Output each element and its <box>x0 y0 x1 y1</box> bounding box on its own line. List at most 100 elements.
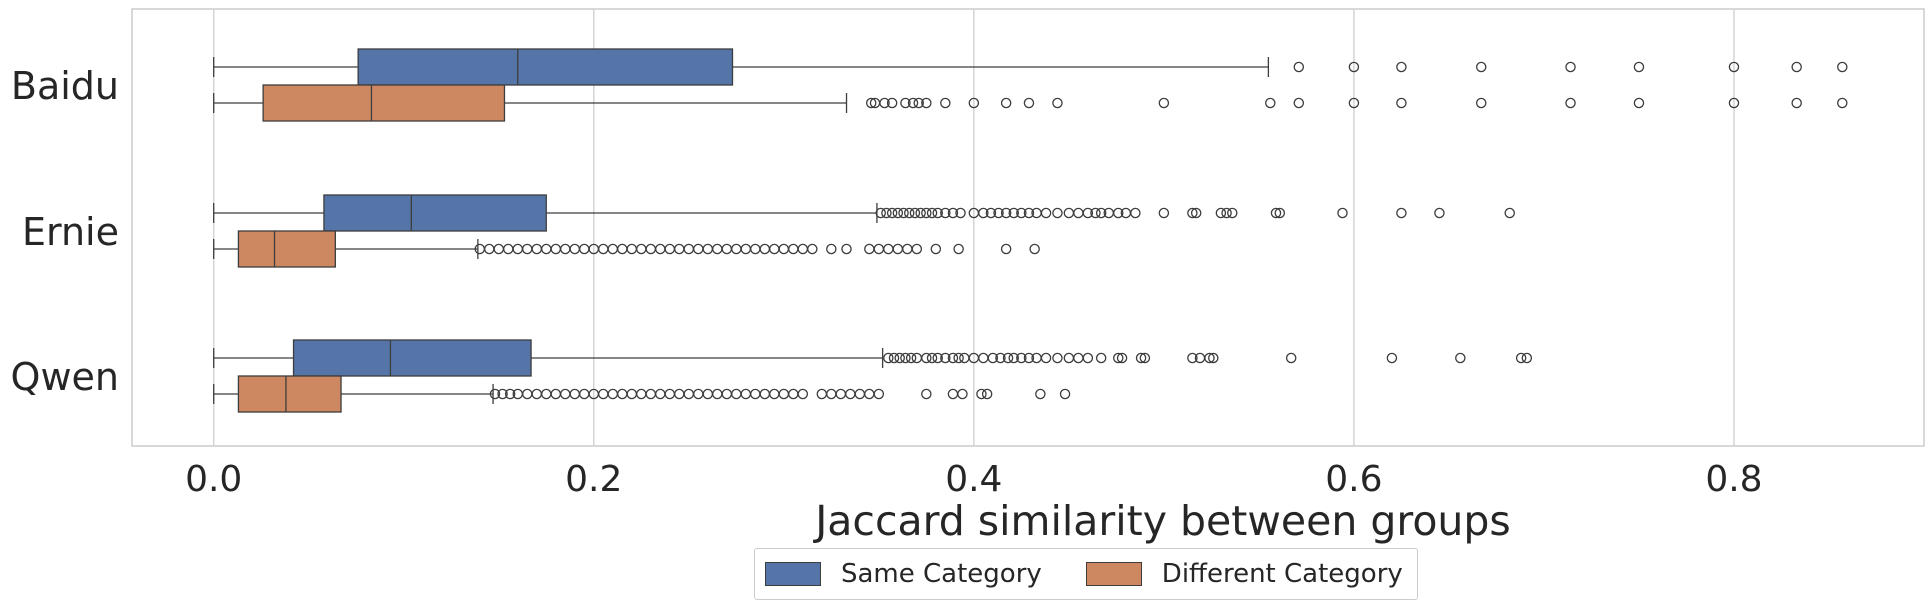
flier-ernie-same-category-19 <box>1008 207 1019 219</box>
flier-baidu-different-category-20 <box>1633 97 1645 109</box>
flier-qwen-same-category-18 <box>1008 352 1019 364</box>
x-tick-label-4: 0.8 <box>1705 459 1762 500</box>
flier-ernie-same-category-31 <box>1113 207 1124 219</box>
flier-baidu-different-category-3 <box>886 97 898 109</box>
flier-qwen-different-category-0 <box>489 388 501 400</box>
flier-qwen-same-category-2 <box>894 352 905 364</box>
box-baidu-same-category <box>357 48 734 86</box>
flier-qwen-different-category-47 <box>1059 388 1071 400</box>
flier-qwen-different-category-41 <box>921 388 932 400</box>
x-axis-label: Jaccard similarity between groups <box>812 497 1511 545</box>
flier-baidu-same-category-0 <box>1293 61 1305 73</box>
flier-ernie-same-category-34 <box>1158 207 1170 219</box>
flier-baidu-same-category-4 <box>1565 61 1576 73</box>
legend-swatch-different-category <box>1085 562 1142 586</box>
flier-baidu-different-category-16 <box>1348 97 1360 109</box>
flier-qwen-same-category-22 <box>1040 352 1052 364</box>
flier-baidu-different-category-0 <box>865 97 877 109</box>
flier-baidu-different-category-2 <box>879 97 890 109</box>
flier-baidu-same-category-3 <box>1475 61 1487 73</box>
legend-item-same-category: Same Category <box>765 559 1042 589</box>
flier-ernie-same-category-43 <box>1396 207 1407 219</box>
flier-qwen-same-category-30 <box>1135 352 1147 364</box>
flier-qwen-same-category-23 <box>1052 352 1063 364</box>
flier-ernie-same-category-8 <box>921 207 932 219</box>
flier-qwen-same-category-6 <box>921 352 932 364</box>
flier-ernie-same-category-39 <box>1227 207 1238 219</box>
flier-baidu-same-category-1 <box>1348 61 1360 73</box>
flier-baidu-different-category-21 <box>1728 97 1740 109</box>
flier-ernie-same-category-42 <box>1337 207 1348 219</box>
flier-baidu-same-category-8 <box>1837 61 1848 73</box>
flier-qwen-same-category-38 <box>1455 352 1466 364</box>
flier-ernie-same-category-21 <box>1023 207 1035 219</box>
flier-ernie-same-category-7 <box>915 207 926 219</box>
flier-baidu-same-category-6 <box>1728 61 1740 73</box>
flier-ernie-same-category-15 <box>978 207 989 219</box>
flier-baidu-different-category-4 <box>900 97 911 109</box>
flier-qwen-same-category-19 <box>1016 352 1027 364</box>
flier-qwen-same-category-26 <box>1082 352 1094 364</box>
flier-ernie-same-category-18 <box>1000 207 1012 219</box>
flier-ernie-same-category-1 <box>881 207 892 219</box>
box-ernie-same-category <box>323 194 547 232</box>
flier-baidu-different-category-15 <box>1293 97 1305 109</box>
flier-ernie-different-category-46 <box>1000 243 1012 255</box>
y-tick-label-baidu: Baidu <box>11 64 119 108</box>
flier-ernie-different-category-37 <box>841 243 852 255</box>
flier-baidu-different-category-18 <box>1475 97 1487 109</box>
flier-ernie-same-category-16 <box>985 207 997 219</box>
flier-ernie-same-category-28 <box>1090 207 1101 219</box>
box-ernie-different-category <box>237 230 336 268</box>
x-tick-label-2: 0.4 <box>945 459 1002 500</box>
flier-ernie-same-category-35 <box>1187 207 1198 219</box>
flier-baidu-different-category-11 <box>1023 97 1035 109</box>
legend-label-different-category: Different Category <box>1161 559 1403 589</box>
flier-ernie-same-category-36 <box>1190 207 1202 219</box>
flier-qwen-same-category-16 <box>995 352 1006 364</box>
flier-ernie-different-category-47 <box>1029 243 1040 255</box>
flier-qwen-same-category-7 <box>926 352 938 364</box>
flier-qwen-same-category-20 <box>1023 352 1035 364</box>
flier-qwen-same-category-32 <box>1187 352 1198 364</box>
flier-ernie-same-category-37 <box>1215 207 1227 219</box>
flier-ernie-same-category-29 <box>1095 207 1107 219</box>
flier-ernie-different-category-44 <box>930 243 942 255</box>
flier-baidu-different-category-19 <box>1565 97 1576 109</box>
flier-ernie-different-category-36 <box>826 243 837 255</box>
x-tick-label-0: 0.0 <box>185 459 242 500</box>
flier-baidu-different-category-5 <box>907 97 919 109</box>
flier-baidu-different-category-13 <box>1158 97 1170 109</box>
flier-baidu-same-category-2 <box>1396 61 1407 73</box>
flier-ernie-same-category-40 <box>1270 207 1282 219</box>
flier-ernie-same-category-3 <box>892 207 904 219</box>
flier-ernie-same-category-6 <box>909 207 921 219</box>
flier-baidu-different-category-14 <box>1265 97 1276 109</box>
flier-ernie-same-category-2 <box>886 207 898 219</box>
flier-qwen-same-category-4 <box>905 352 917 364</box>
flier-qwen-same-category-36 <box>1285 352 1297 364</box>
flier-qwen-same-category-3 <box>900 352 911 364</box>
legend-item-different-category: Different Category <box>1085 559 1403 589</box>
flier-qwen-same-category-28 <box>1113 352 1124 364</box>
flier-baidu-different-category-23 <box>1837 97 1848 109</box>
flier-qwen-different-category-46 <box>1035 388 1046 400</box>
flier-qwen-same-category-9 <box>940 352 951 364</box>
flier-ernie-same-category-41 <box>1274 207 1286 219</box>
flier-ernie-different-category-43 <box>911 243 923 255</box>
legend: Same Category Different Category <box>754 548 1418 600</box>
flier-qwen-same-category-27 <box>1095 352 1107 364</box>
flier-qwen-different-category-45 <box>981 388 993 400</box>
box-baidu-different-category <box>262 84 506 122</box>
flier-qwen-same-category-29 <box>1116 352 1128 364</box>
flier-ernie-same-category-24 <box>1052 207 1063 219</box>
flier-qwen-different-category-40 <box>873 388 885 400</box>
flier-qwen-same-category-8 <box>932 352 943 364</box>
flier-ernie-same-category-10 <box>932 207 943 219</box>
flier-ernie-same-category-4 <box>898 207 909 219</box>
flier-baidu-different-category-17 <box>1396 97 1407 109</box>
flier-baidu-different-category-22 <box>1791 97 1802 109</box>
flier-ernie-same-category-33 <box>1130 207 1141 219</box>
